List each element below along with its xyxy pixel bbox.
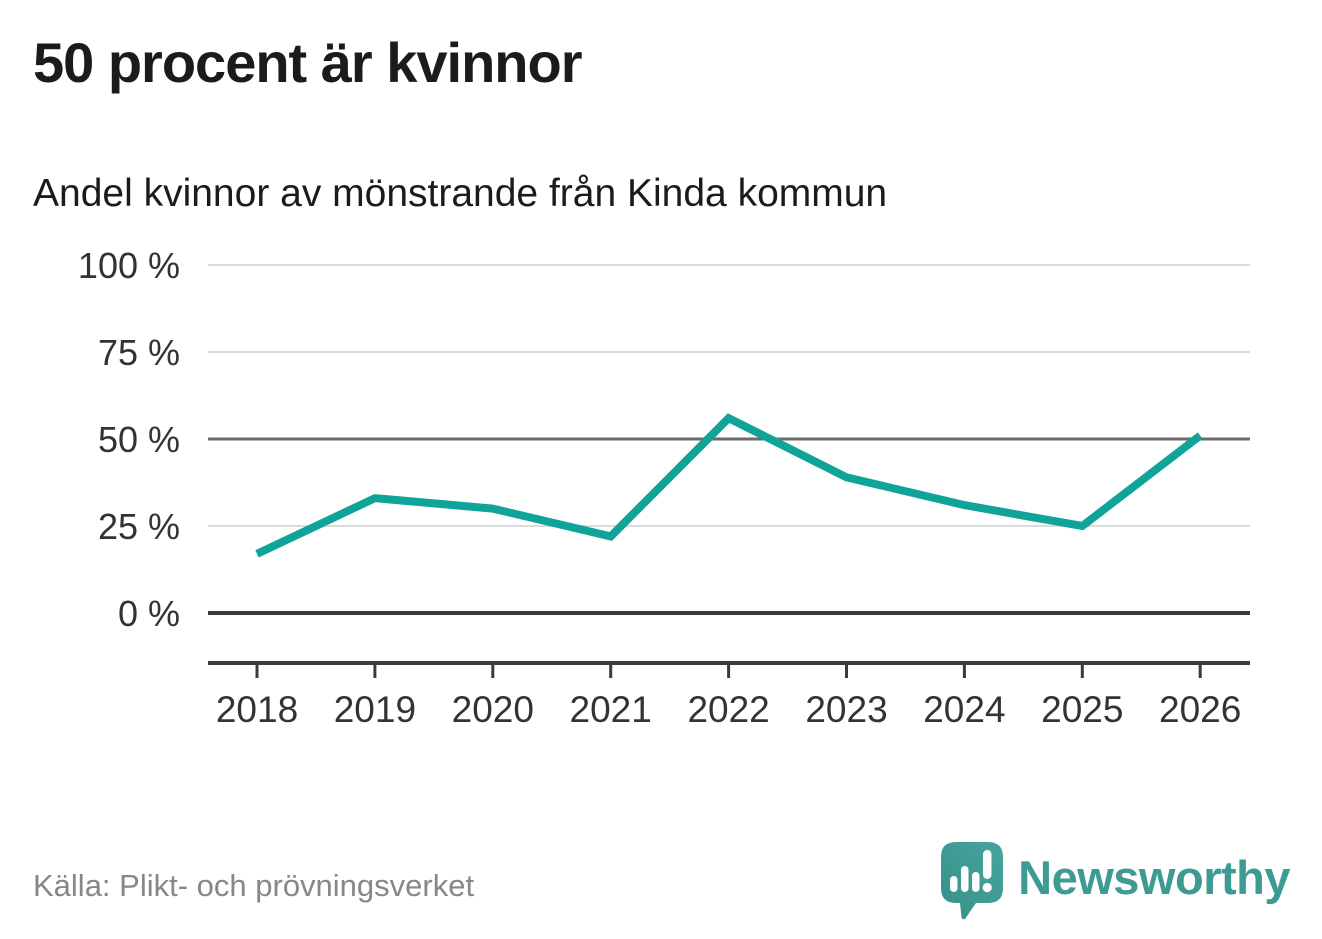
y-tick-label: 0 % (118, 593, 180, 634)
chart-subtitle: Andel kvinnor av mönstrande från Kinda k… (33, 172, 888, 215)
series-line (255, 413, 1203, 558)
x-tick-label: 2020 (452, 689, 534, 730)
newsworthy-logo-icon (941, 842, 1004, 920)
logo-bar-icon (961, 866, 969, 892)
x-tick-label: 2021 (570, 689, 652, 730)
newsworthy-wordmark: Newsworthy (1018, 850, 1290, 904)
logo-bar-icon (950, 876, 958, 892)
logo-bar-icon (972, 872, 980, 892)
x-tick-label: 2018 (216, 689, 298, 730)
x-tick-label: 2025 (1041, 689, 1123, 730)
source-caption: Källa: Plikt- och prövningsverket (33, 868, 475, 903)
x-tick-label: 2022 (687, 689, 769, 730)
x-tick-label: 2026 (1159, 689, 1241, 730)
logo-exclamation-dot (982, 882, 992, 893)
x-tick-label: 2024 (923, 689, 1005, 730)
x-tick-label: 2019 (334, 689, 416, 730)
chart-title: 50 procent är kvinnor (33, 31, 583, 94)
y-tick-label: 75 % (98, 332, 180, 373)
logo-exclamation-icon (983, 850, 992, 879)
y-tick-label: 25 % (98, 506, 180, 547)
y-tick-label: 50 % (98, 419, 180, 460)
y-tick-label: 100 % (78, 245, 180, 286)
newsworthy-logo: Newsworthy (940, 840, 1290, 922)
x-tick-label: 2023 (805, 689, 887, 730)
